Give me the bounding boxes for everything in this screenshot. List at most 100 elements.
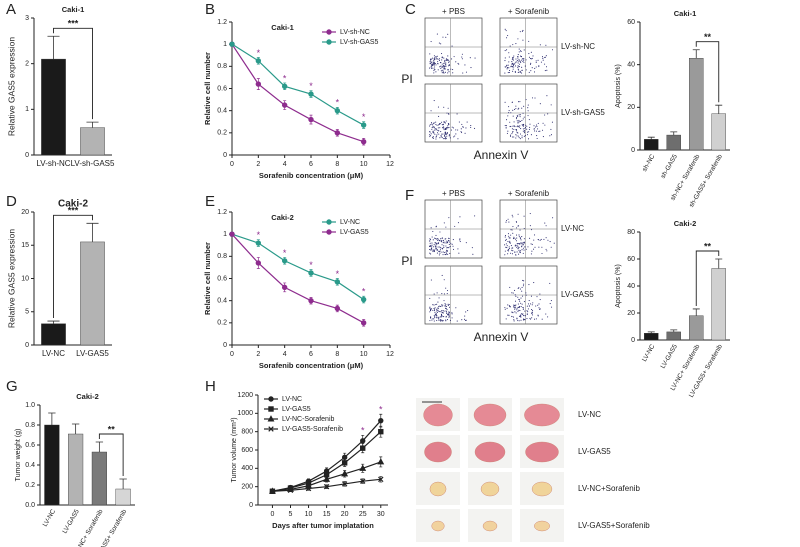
flow-dot <box>528 305 530 307</box>
flow-dot <box>508 106 510 108</box>
significance-label: * <box>336 98 340 108</box>
flow-dot <box>522 252 524 254</box>
flow-dot <box>445 310 447 312</box>
flow-dot <box>522 243 524 245</box>
flow-dot <box>513 108 516 111</box>
flow-dot <box>439 66 441 68</box>
flow-dot <box>520 242 522 244</box>
flow-dot <box>465 71 468 73</box>
flow-dot <box>524 310 526 312</box>
flow-dot <box>438 42 440 44</box>
flow-dot <box>505 65 508 67</box>
flow-dot <box>433 72 435 74</box>
flow-dot <box>439 240 441 242</box>
point <box>255 81 262 87</box>
quadrant-line <box>500 200 557 258</box>
flow-dot <box>519 31 521 33</box>
flow-dot <box>436 243 438 245</box>
flow-dot <box>439 137 441 139</box>
flow-dot <box>449 245 451 248</box>
flow-dot <box>443 310 445 312</box>
flow-dot <box>513 306 515 308</box>
flow-dot <box>508 56 510 58</box>
point <box>334 279 341 285</box>
flow-dot <box>445 120 447 122</box>
flow-dot <box>441 251 443 253</box>
point <box>377 458 385 465</box>
legend-label: LV-GAS5 <box>340 229 369 236</box>
flow-dot <box>553 242 555 244</box>
flow-dot <box>445 305 448 308</box>
flow-dot <box>439 250 441 252</box>
tumor <box>423 403 453 427</box>
flow-dot <box>431 319 433 321</box>
flow-dot <box>442 242 444 244</box>
flow-dot <box>550 300 552 302</box>
flow-dot <box>537 314 539 316</box>
flow-dot <box>445 245 447 247</box>
flow-dot <box>505 125 507 127</box>
y-axis-label: Apoptosis (%) <box>615 264 622 308</box>
flow-dot <box>515 105 517 107</box>
flow-dot <box>438 59 440 62</box>
flow-dot <box>535 61 537 63</box>
flow-dot <box>547 113 549 115</box>
flow-dot <box>430 122 433 124</box>
flow-dot <box>429 134 431 136</box>
flow-dot <box>519 306 521 308</box>
flow-dot <box>445 304 447 306</box>
flow-dot <box>534 97 536 99</box>
flow-dot <box>439 252 441 254</box>
flow-dot <box>518 253 520 255</box>
flow-dot <box>546 95 548 97</box>
series-line <box>231 233 365 301</box>
flow-dot <box>512 292 514 294</box>
flow-dot <box>549 282 551 284</box>
flow-dot <box>531 243 533 245</box>
x-tick-label: 8 <box>335 161 339 168</box>
flow-dot <box>432 304 434 306</box>
flow-dot <box>470 126 472 129</box>
flow-dot <box>518 59 520 61</box>
flow-dot <box>436 252 438 254</box>
flow-dot <box>517 116 519 118</box>
flow-dot <box>442 316 444 318</box>
flow-dot <box>445 64 447 66</box>
flow-dot <box>520 128 522 130</box>
flow-dot <box>464 315 466 317</box>
flow-dot <box>446 312 448 314</box>
flow-dot <box>443 129 445 131</box>
flow-dot <box>522 128 524 130</box>
flow-dot <box>435 304 437 306</box>
flow-dot <box>445 319 447 321</box>
flow-dot <box>523 238 525 240</box>
y-axis-label: Relative GAS5 expression <box>6 229 16 328</box>
y-tick-label: 40 <box>627 62 635 69</box>
flow-dot <box>457 222 459 224</box>
flow-dot <box>439 319 441 321</box>
flow-dot <box>528 56 531 58</box>
flow-dot <box>511 249 513 251</box>
flow-dot <box>461 53 463 55</box>
flow-dot <box>521 30 523 32</box>
flow-dot <box>531 250 533 252</box>
flow-dot <box>433 310 436 312</box>
y-tick-label: 0.6 <box>25 442 35 449</box>
flow-dot <box>517 57 519 59</box>
y-tick-label: 1000 <box>237 410 253 417</box>
flow-dot <box>464 64 466 66</box>
flow-dot <box>507 218 509 220</box>
flow-dot <box>514 251 516 253</box>
flow-dot <box>430 279 432 281</box>
flow-dot <box>437 310 439 312</box>
flow-dot <box>442 123 445 125</box>
flow-dot <box>513 121 515 123</box>
flow-dot <box>513 136 515 138</box>
y-tick-label: 800 <box>241 429 253 436</box>
flow-dot <box>517 65 520 67</box>
flow-dot <box>442 309 444 312</box>
flow-dot <box>507 253 509 255</box>
flow-dot <box>433 304 435 306</box>
flow-dot <box>450 242 452 244</box>
flow-dot <box>506 245 508 247</box>
